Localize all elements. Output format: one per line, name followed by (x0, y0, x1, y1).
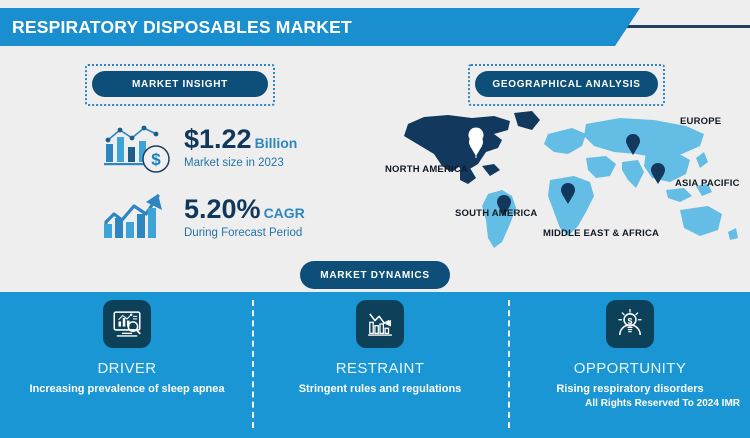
stat-cagr: 5.20% CAGR During Forecast Period (100, 188, 305, 246)
svg-text:$: $ (151, 150, 161, 169)
stat-cagr-text: 5.20% CAGR During Forecast Period (184, 195, 305, 240)
dynamics-title-opportunity: OPPORTUNITY (573, 360, 687, 377)
footer-copyright: All Rights Reserved To 2024 IMR (585, 398, 740, 409)
stat-market-size-value-row: $1.22 Billion (184, 125, 297, 153)
dynamics-title-restraint: RESTRAINT (335, 360, 425, 377)
stat-cagr-value-row: 5.20% CAGR (184, 195, 305, 223)
market-dynamics-pill[interactable]: MARKET DYNAMICS (300, 261, 450, 289)
stat-cagr-caption: During Forecast Period (184, 227, 303, 240)
monitor-chart-search-icon (103, 300, 151, 348)
dynamics-title-driver: DRIVER (97, 360, 157, 377)
map-label-middle-east-africa: MIDDLE EAST & AFRICA (543, 228, 660, 239)
header-accent-line (615, 25, 750, 28)
map-label-north-america: NORTH AMERICA (385, 164, 468, 175)
column-divider-1 (252, 300, 254, 428)
bar-chart-dollar-icon: $ (100, 118, 178, 176)
page-title: RESPIRATORY DISPOSABLES MARKET (12, 16, 352, 37)
dynamics-desc-opportunity: Rising respiratory disorders (556, 383, 704, 395)
header-banner: RESPIRATORY DISPOSABLES MARKET (0, 8, 750, 46)
map-label-europe: EUROPE (680, 116, 722, 127)
market-insight-pill[interactable]: MARKET INSIGHT (92, 71, 268, 97)
market-insight-pill-frame: MARKET INSIGHT (85, 64, 275, 106)
header-bar: RESPIRATORY DISPOSABLES MARKET (0, 8, 640, 46)
dynamics-column-opportunity[interactable]: $ OPPORTUNITY Rising respiratory disorde… (505, 300, 750, 395)
map-label-asia-pacific: ASIA PACIFIC (675, 178, 740, 189)
stat-cagr-value: 5.20% (184, 193, 261, 224)
column-divider-2 (508, 300, 510, 428)
stat-market-size-caption: Market size in 2023 (184, 157, 284, 170)
dynamics-desc-restraint: Stringent rules and regulations (298, 383, 462, 395)
world-map[interactable] (390, 108, 750, 253)
lightbulb-dollar-icon: $ (606, 300, 654, 348)
stat-cagr-unit: CAGR (263, 204, 305, 221)
svg-text:$: $ (628, 316, 633, 326)
map-label-south-america: SOUTH AMERICA (455, 208, 538, 219)
geographical-analysis-pill-frame: GEOGRAPHICAL ANALYSIS (468, 64, 665, 106)
stat-market-size-text: $1.22 Billion Market size in 2023 (184, 125, 297, 170)
geographical-analysis-pill[interactable]: GEOGRAPHICAL ANALYSIS (475, 71, 658, 97)
dynamics-column-restraint[interactable]: RESTRAINT Stringent rules and regulation… (255, 300, 505, 395)
dynamics-column-driver[interactable]: DRIVER Increasing prevalence of sleep ap… (2, 300, 252, 395)
map-pin-group (468, 127, 484, 159)
stat-market-size-value: $1.22 (184, 123, 252, 154)
declining-bar-chart-icon (356, 300, 404, 348)
growth-arrow-chart-icon (100, 188, 178, 246)
stat-market-size-unit: Billion (254, 134, 298, 151)
stat-market-size: $ $1.22 Billion Market size in 2023 (100, 118, 297, 176)
dynamics-desc-driver: Increasing prevalence of sleep apnea (29, 383, 225, 395)
